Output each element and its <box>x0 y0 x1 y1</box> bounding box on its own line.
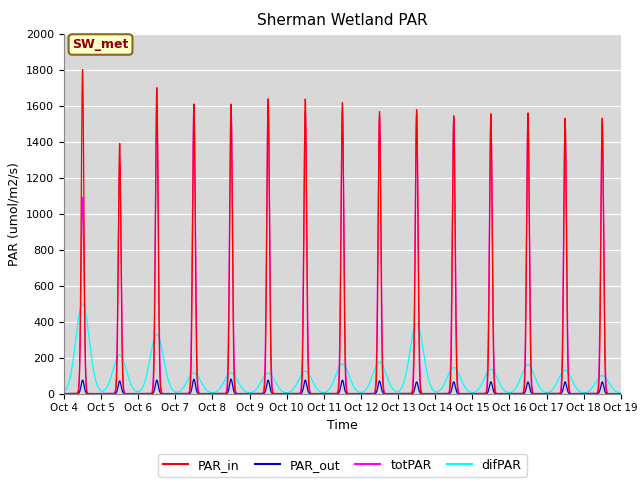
Y-axis label: PAR (umol/m2/s): PAR (umol/m2/s) <box>8 162 20 265</box>
Text: SW_met: SW_met <box>72 38 129 51</box>
X-axis label: Time: Time <box>327 419 358 432</box>
Legend: PAR_in, PAR_out, totPAR, difPAR: PAR_in, PAR_out, totPAR, difPAR <box>158 454 527 477</box>
Title: Sherman Wetland PAR: Sherman Wetland PAR <box>257 13 428 28</box>
